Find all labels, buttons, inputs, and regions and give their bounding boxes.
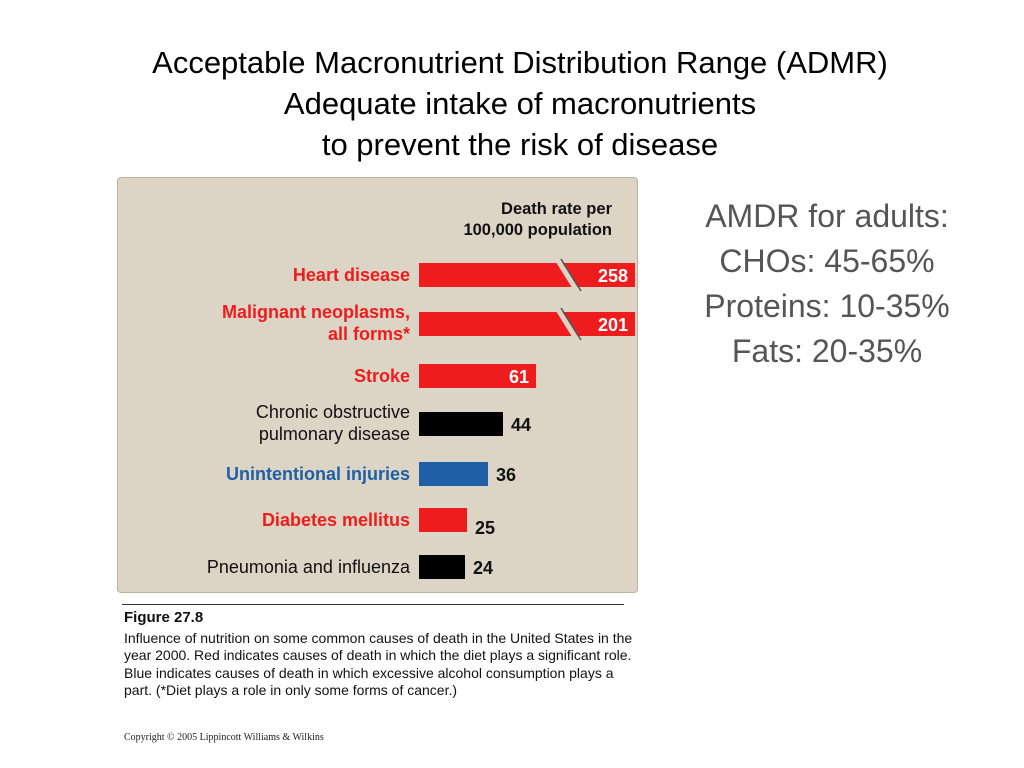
chart-value-label: 258 [598, 266, 628, 286]
figure-caption: Figure 27.8 Influence of nutrition on so… [124, 609, 634, 700]
chart-category-label: Unintentional injuries [226, 464, 410, 484]
chart-category-label: pulmonary disease [259, 424, 410, 444]
chart-value-label: 44 [511, 415, 531, 435]
chart-bar [419, 312, 635, 336]
chart-category-label: Diabetes mellitus [262, 510, 410, 530]
amdr-proteins: Proteins: 10-35% [704, 288, 950, 324]
figure-caption-text: Influence of nutrition on some common ca… [124, 629, 633, 699]
caption-divider [122, 604, 624, 605]
slide-title-line2: Adequate intake of macronutrients [283, 86, 757, 121]
slide-title: Acceptable Macronutrient Distribution Ra… [40, 42, 1000, 165]
chart-category-label: Pneumonia and influenza [207, 557, 411, 577]
chart-category-label: all forms* [328, 324, 410, 344]
chart-bar [419, 462, 488, 486]
amdr-fats: Fats: 20-35% [731, 333, 923, 369]
axis-break-mark [554, 257, 580, 293]
chart-bar [419, 508, 467, 532]
chart-bar [419, 412, 503, 436]
death-rate-bar-chart: Death rate per 100,000 population 258 Heart… [207, 200, 635, 579]
amdr-text-block: AMDR for adults: CHOs: 45-65% Proteins: … [672, 194, 982, 374]
axis-break-line [560, 307, 582, 341]
chart-value-label: 25 [475, 518, 495, 538]
amdr-chos: CHOs: 45-65% [719, 243, 935, 279]
axis-break-mark [554, 306, 580, 342]
figure-label: Figure 27.8 [124, 609, 204, 626]
chart-value-label: 201 [598, 315, 628, 335]
chart-value-label: 61 [509, 367, 529, 387]
chart-bar [419, 263, 635, 287]
slide-title-line3: to prevent the risk of disease [321, 127, 719, 162]
chart-bar [419, 555, 465, 579]
chart-category-label: Heart disease [293, 265, 410, 285]
figure-panel: Death rate per 100,000 population 258 Heart… [117, 177, 638, 593]
copyright-notice: Copyright © 2005 Lippincott Williams & W… [124, 732, 324, 743]
axis-break-line [560, 258, 582, 292]
chart-value-label: 36 [496, 465, 516, 485]
chart-bar [419, 364, 536, 388]
slide-title-line1: Acceptable Macronutrient Distribution Ra… [152, 45, 888, 80]
amdr-heading: AMDR for adults: [705, 198, 949, 234]
chart-category-label: Malignant neoplasms, [222, 302, 410, 322]
chart-category-label: Chronic obstructive [256, 402, 410, 422]
chart-title-line: 100,000 population [463, 221, 612, 239]
chart-title-line: Death rate per [501, 200, 613, 218]
chart-value-label: 24 [473, 558, 493, 578]
chart-category-label: Stroke [354, 366, 410, 386]
